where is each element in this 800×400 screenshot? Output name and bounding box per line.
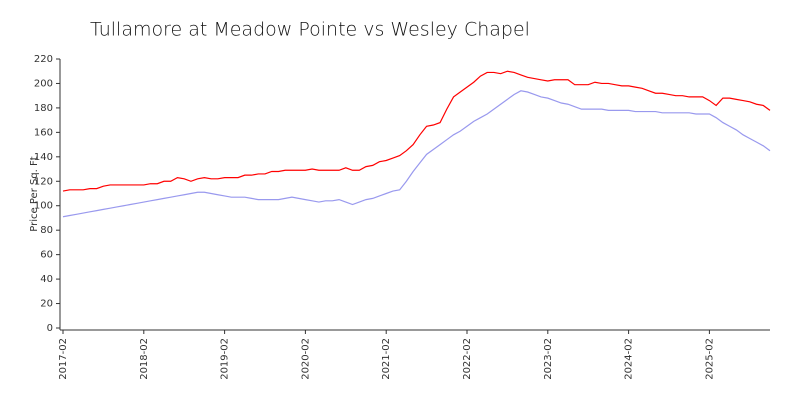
y-tick-label: 140 <box>34 152 53 163</box>
y-axis-label: Price Per Sq. Ft <box>29 156 40 231</box>
y-tick-label: 40 <box>40 274 53 285</box>
x-tick-label: 2025-02 <box>704 338 715 380</box>
x-tick-label: 2019-02 <box>220 338 231 380</box>
y-tick-label: 0 <box>47 323 53 334</box>
y-tick-label: 100 <box>34 201 53 212</box>
chart-title: Tullamore at Meadow Pointe vs Wesley Cha… <box>90 19 530 41</box>
y-tick-label: 60 <box>40 250 53 261</box>
x-tick-label: 2020-02 <box>300 338 311 380</box>
x-tick-label: 2017-02 <box>58 338 69 380</box>
y-tick-label: 220 <box>34 54 53 65</box>
y-tick-label: 80 <box>40 225 53 236</box>
line-series <box>62 90 771 218</box>
x-tick-label: 2022-02 <box>462 338 473 380</box>
x-tick-label: 2018-02 <box>139 338 150 380</box>
y-tick-label: 160 <box>34 127 53 138</box>
y-tick-label: 180 <box>34 103 53 114</box>
y-tick-label: 120 <box>34 176 53 187</box>
y-tick-label: 20 <box>40 299 53 310</box>
x-tick-label: 2021-02 <box>381 338 392 380</box>
x-tick-label: 2023-02 <box>543 338 554 380</box>
y-tick-label: 200 <box>34 78 53 89</box>
x-tick-label: 2024-02 <box>624 338 635 380</box>
line-series <box>62 70 771 192</box>
